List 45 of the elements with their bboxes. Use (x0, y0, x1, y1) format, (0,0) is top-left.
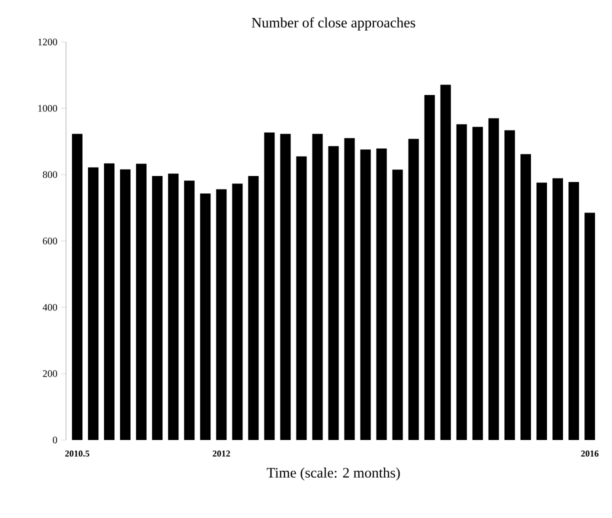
y-tick-label: 800 (42, 171, 58, 178)
bar (328, 146, 339, 440)
bar (120, 169, 131, 440)
bar (104, 163, 115, 440)
x-tick-label: 2010.5 (65, 450, 90, 457)
bar (440, 84, 451, 440)
chart-title: Number of close approaches (252, 17, 416, 30)
bar (152, 176, 163, 440)
bar (232, 184, 243, 440)
bar (168, 174, 179, 440)
y-tick-label: 600 (42, 238, 58, 244)
bar (72, 134, 82, 440)
bar (200, 194, 211, 440)
bar (424, 95, 435, 440)
y-tick-label: 1200 (38, 38, 58, 46)
bar (344, 138, 355, 440)
x-tick-label: 2016 (581, 450, 599, 457)
y-tick-label: 400 (42, 304, 58, 311)
bar (536, 182, 547, 440)
bar (552, 178, 563, 440)
bar (584, 212, 596, 440)
bar (456, 124, 467, 440)
bar (88, 167, 98, 440)
bar (360, 149, 371, 440)
bar (488, 118, 499, 440)
y-tick-label: 0 (52, 436, 58, 444)
x-tick-label: 2012 (212, 450, 230, 457)
bar (264, 132, 275, 440)
bar (520, 154, 531, 440)
bar (312, 134, 323, 440)
y-tick-label: 1000 (38, 104, 58, 112)
bar (296, 156, 307, 440)
x-axis-title: Time (scale: 2 months) (266, 468, 400, 481)
bar (216, 189, 227, 440)
bar (136, 164, 147, 440)
y-tick-label: 200 (42, 370, 58, 378)
bar (376, 148, 387, 440)
bar (392, 170, 403, 440)
bar (184, 180, 195, 440)
bar (280, 134, 291, 440)
bar (248, 176, 259, 440)
bar (472, 126, 483, 440)
bar (408, 138, 419, 440)
bar (568, 182, 580, 440)
bar (504, 130, 515, 440)
